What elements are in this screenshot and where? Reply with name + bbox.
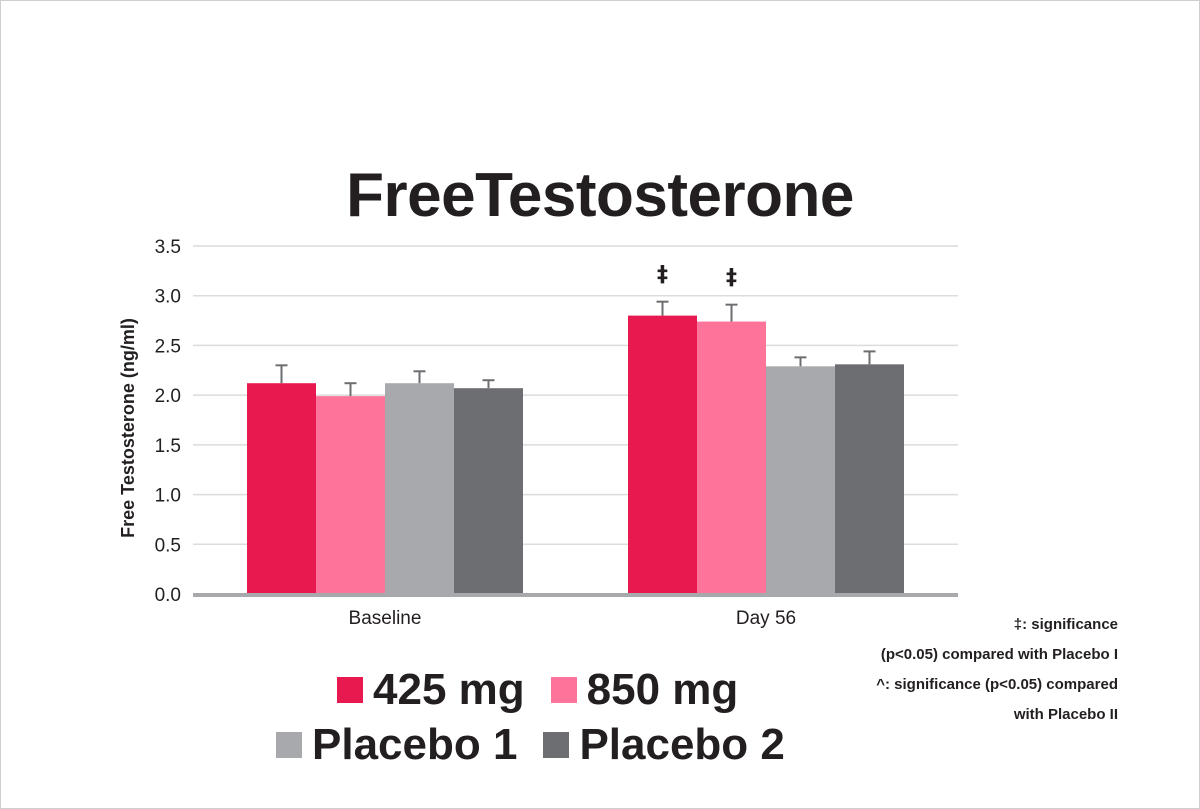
x-tick-label: Day 56	[736, 608, 796, 629]
legend-swatch-placebo2	[543, 732, 570, 758]
legend-label: Placebo 2	[579, 720, 785, 769]
y-tick-label: 0.5	[155, 535, 181, 556]
label-layer: 0.0 0.5 1.0 1.5 2.0 2.5 3.0 3.5 ‡ ‡ Baseline Day 56	[155, 237, 797, 629]
note-line: ‡: significance	[1013, 616, 1118, 633]
note-line: with Placebo II	[1013, 706, 1118, 723]
legend-item-850mg: 850 mg	[550, 665, 739, 714]
legend-row-1: 425 mg 850 mg	[337, 668, 738, 712]
legend-swatch-placebo1	[276, 732, 302, 758]
chart-title: FreeTestosterone	[346, 161, 854, 230]
y-tick-label: 1.0	[155, 486, 181, 507]
bar	[766, 366, 835, 594]
legend-label: 425 mg	[373, 665, 525, 714]
bar	[454, 388, 523, 594]
y-tick-label: 1.5	[155, 436, 181, 457]
legend-label: Placebo 1	[312, 720, 518, 769]
y-tick-label: 0.0	[155, 585, 181, 606]
legend-label: 850 mg	[586, 665, 739, 714]
legend-swatch-425mg	[337, 677, 363, 703]
legend-swatch-850mg	[550, 677, 577, 703]
bar	[628, 315, 697, 594]
y-tick-label: 2.5	[155, 336, 181, 357]
y-tick-label: 2.0	[155, 386, 181, 407]
bar	[835, 364, 904, 594]
legend-item-placebo2: Placebo 2	[543, 720, 785, 769]
significance-note: ‡: significance (p<0.05) compared with P…	[778, 610, 1118, 730]
significance-marker: ‡	[657, 263, 668, 288]
bar	[247, 383, 316, 594]
bar	[316, 396, 385, 594]
note-line: ^: significance (p<0.05) compared	[876, 676, 1118, 693]
legend-row-2: Placebo 1 Placebo 2	[276, 723, 785, 767]
x-tick-label: Baseline	[349, 608, 422, 629]
y-tick-label: 3.5	[155, 237, 181, 258]
note-line: (p<0.05) compared with Placebo I	[880, 646, 1118, 663]
legend-item-425mg: 425 mg	[337, 668, 525, 712]
legend-item-placebo1: Placebo 1	[276, 723, 517, 767]
y-axis-label: Free Testosterone (ng/ml)	[118, 318, 138, 538]
y-tick-label: 3.0	[155, 287, 181, 308]
bar	[697, 321, 766, 594]
significance-marker: ‡	[726, 266, 737, 291]
bar	[385, 383, 454, 594]
bar-layer	[247, 300, 904, 594]
